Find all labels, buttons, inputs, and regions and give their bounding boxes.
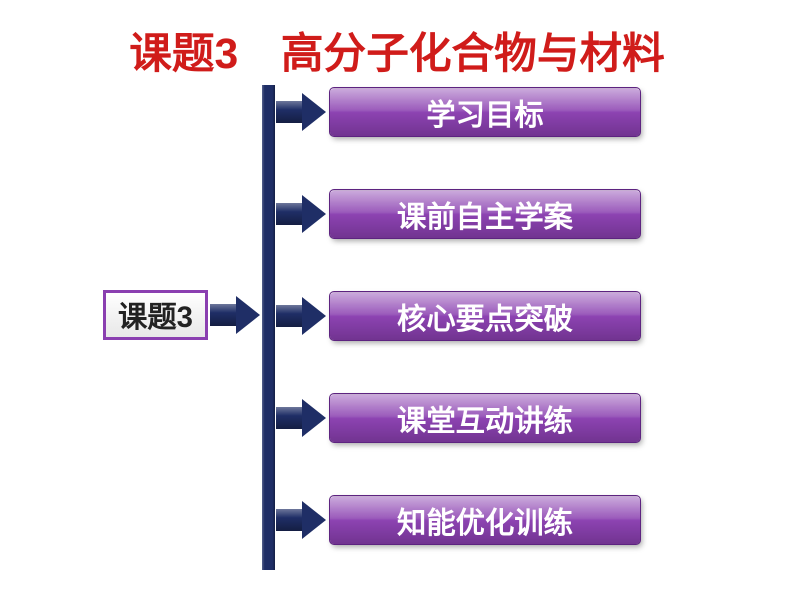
branch-box: 课堂互动讲练 — [330, 394, 640, 442]
branch-arrow-head — [302, 195, 326, 233]
branch-box: 课前自主学案 — [330, 190, 640, 238]
title-main: 高分子化合物与材料 — [281, 30, 665, 78]
branch-arrow-shaft — [276, 203, 302, 225]
branch-label: 课堂互动讲练 — [397, 398, 573, 440]
branch-arrow-shaft — [276, 305, 302, 327]
source-box: 课题3 — [103, 290, 208, 340]
branch-arrow-shaft — [276, 407, 302, 429]
title-prefix: 课题3 — [129, 30, 281, 78]
branch-arrow-head — [302, 501, 326, 539]
branch-arrow-head — [302, 399, 326, 437]
source-label: 课题3 — [118, 294, 193, 336]
branch-arrow-head — [302, 297, 326, 335]
branch-box: 核心要点突破 — [330, 292, 640, 340]
branch-label: 课前自主学案 — [397, 194, 573, 236]
branch-arrow-shaft — [276, 101, 302, 123]
branch-arrow-head — [302, 93, 326, 131]
branch-box: 学习目标 — [330, 88, 640, 136]
vertical-bar — [262, 85, 275, 570]
branch-arrow-shaft — [276, 509, 302, 531]
branch-label: 知能优化训练 — [397, 500, 573, 542]
slide-title: 课题3 高分子化合物与材料 — [0, 20, 794, 81]
branch-box: 知能优化训练 — [330, 496, 640, 544]
connector-arrow-head — [236, 296, 260, 334]
branch-label: 学习目标 — [426, 92, 543, 134]
connector-arrow-shaft — [210, 304, 236, 326]
branch-label: 核心要点突破 — [397, 296, 573, 338]
